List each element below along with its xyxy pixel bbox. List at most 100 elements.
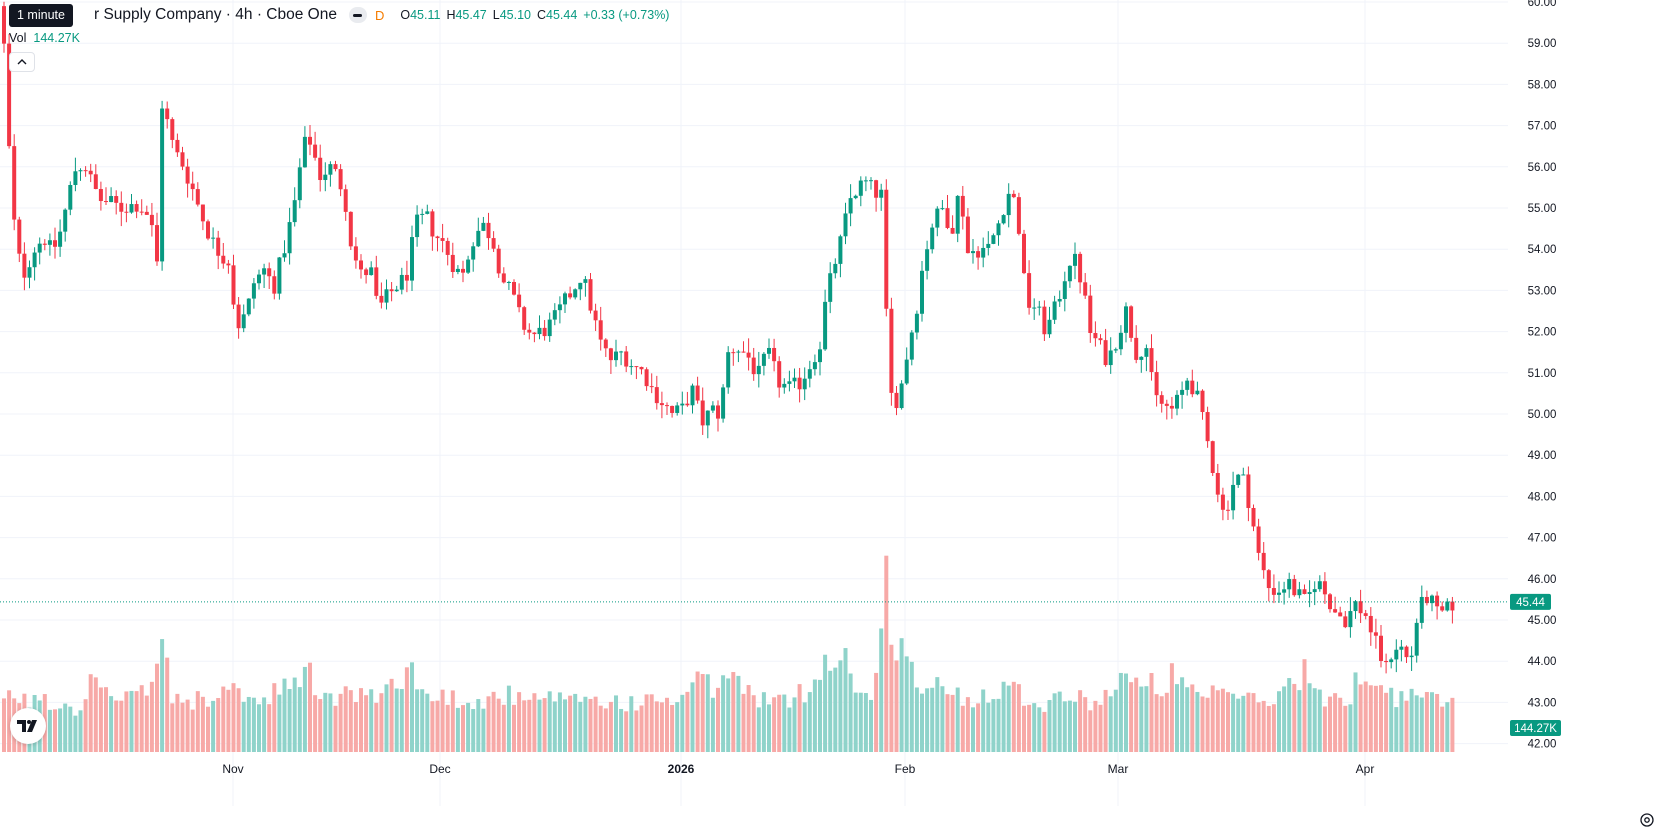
volume-bar [1175,684,1179,752]
volume-bar [930,687,935,752]
volume-bar [792,697,797,752]
candlesticks [2,1,1455,674]
price-tick-label: 52.00 [1528,327,1557,339]
candle-body [914,313,919,333]
volume-bar [323,692,328,752]
candle-body [155,225,159,262]
close-value: 45.44 [546,8,578,22]
volume-bar [374,702,379,752]
chevron-up-icon [17,59,27,65]
candle-body [2,6,6,44]
candle-body [297,167,302,201]
candle-body [17,219,22,254]
volume-bar [695,671,700,752]
candle-body [1180,389,1185,395]
volume-bar [976,703,981,752]
candle-body [318,157,323,181]
volume-bar [751,695,756,752]
candle-body [1073,253,1077,266]
volume-bar [257,704,261,752]
candle-body [185,166,190,184]
volume-bar [415,689,420,752]
volume-bar [690,682,695,752]
volume-bar [879,628,884,752]
candle-body [894,392,899,409]
candle-body [1144,348,1149,357]
candle-body [308,136,312,145]
price-tick-label: 50.00 [1528,409,1557,421]
candle-body [496,248,501,274]
volume-bar [394,688,399,752]
price-tick-label: 56.00 [1528,162,1557,174]
indicator-pill[interactable] [348,7,367,23]
symbol-title[interactable]: r Supply Company · 4h · Cboe One [94,6,337,23]
candle-body [807,369,812,379]
volume-bar [1037,707,1042,752]
candle-body [1032,307,1037,309]
candle-body [1057,298,1062,302]
volume-bar [124,691,129,752]
volume-bar [1312,688,1317,752]
candle-body [563,293,567,305]
price-tick-label: 49.00 [1528,450,1557,462]
volume-bar [1343,705,1348,752]
volume-legend: Vol 144.27K [9,31,80,45]
volume-bar [211,700,216,752]
candle-body [149,214,154,226]
volume-bar [1271,704,1276,752]
volume-bar [1052,693,1057,752]
volume-bar [1134,677,1139,752]
volume-bar [654,701,659,752]
candle-body [659,403,664,406]
candle-body [889,308,894,393]
volume-bar [802,702,807,752]
volume-bar [1057,691,1062,752]
candle-body [1399,646,1404,650]
candle-body [869,180,873,182]
candle-body [685,403,690,406]
delay-icon[interactable]: D [374,7,385,23]
candle-body [950,227,955,234]
candle-body [955,195,960,234]
volume-bar [522,700,527,752]
volume-bar [139,685,144,752]
tradingview-logo-icon[interactable] [10,708,46,744]
volume-bar [726,678,731,752]
volume-bar [144,695,149,752]
volume-bar [440,689,445,752]
volume-bar [1317,689,1322,752]
candle-body [736,351,741,353]
gear-icon[interactable] [1638,811,1656,829]
candle-body [930,227,935,250]
last-volume-label: 144.27K [1514,723,1557,735]
candle-body [1379,635,1383,661]
candle-body [925,249,930,271]
volume-bar [404,667,409,752]
volume-bar [496,698,501,752]
time-axis: Nov Dec 2026 Feb Mar Apr [222,762,1374,776]
candle-body [1124,306,1128,333]
candle-body [109,196,114,203]
collapse-legend-button[interactable] [9,52,35,72]
volume-bar [129,690,134,752]
volume-bar [134,691,139,752]
volume-bar [914,687,919,752]
candle-body [134,204,139,212]
candle-body [1435,595,1440,607]
price-tick-label: 45.00 [1528,615,1557,627]
candle-body [333,164,338,170]
volume-bar [869,699,873,752]
volume-bar [251,697,256,752]
candle-body [216,237,221,256]
candle-body [1098,338,1103,341]
candle-body [879,189,884,198]
volume-bar [1164,692,1169,752]
candle-body [1419,596,1424,623]
volume-bar [359,688,363,752]
candle-body [262,268,267,275]
volume-bar [506,685,511,752]
volume-bar [1067,700,1072,752]
volume-bar [1322,706,1327,752]
volume-bar [328,693,333,752]
